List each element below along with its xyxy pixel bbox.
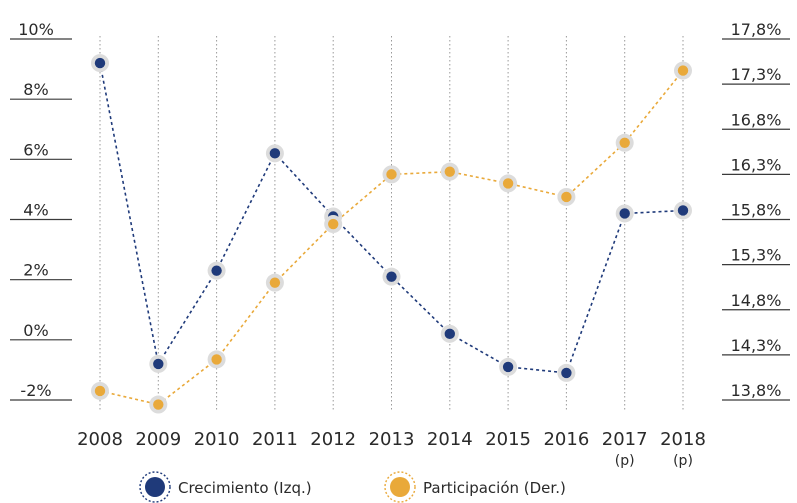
data-point bbox=[561, 367, 572, 379]
right-tick-label: 17,8% bbox=[731, 20, 782, 39]
x-tick-label: 2008 bbox=[77, 429, 123, 450]
x-tick-label: 2009 bbox=[135, 429, 181, 450]
series-points bbox=[91, 54, 692, 414]
data-point bbox=[386, 169, 397, 180]
legend-marker-crecimiento bbox=[145, 477, 165, 497]
data-point bbox=[561, 191, 572, 203]
data-point bbox=[677, 65, 689, 76]
x-tick-label: 2011 bbox=[252, 429, 298, 450]
right-tick-label: 15,3% bbox=[731, 246, 782, 265]
data-point bbox=[269, 148, 281, 159]
legend-marker-crecimiento-ring bbox=[139, 471, 171, 503]
left-tick-label: 8% bbox=[23, 80, 48, 99]
data-point bbox=[153, 399, 164, 410]
legend-label-participacion: Participación (Der.) bbox=[423, 479, 566, 497]
x-tick-sublabel: (p) bbox=[615, 453, 635, 469]
legend-marker-participacion-ring bbox=[384, 471, 416, 503]
series-lines bbox=[99, 62, 684, 406]
legend: Crecimiento (Izq.) Participación (Der.) bbox=[139, 471, 566, 503]
x-tick-label: 2012 bbox=[310, 429, 356, 450]
data-point bbox=[619, 208, 630, 219]
data-point bbox=[328, 218, 339, 230]
x-axis: 2008 2009 2010 2011 2012 2013 2014 2015 2016 2017… bbox=[77, 429, 706, 469]
right-tick-label: 16,3% bbox=[731, 155, 782, 174]
x-tick-label: 2018 bbox=[660, 429, 706, 450]
series-line-0 bbox=[99, 62, 684, 374]
x-tick-label: 2015 bbox=[485, 429, 531, 450]
x-tick-label: 2013 bbox=[369, 429, 415, 450]
data-point bbox=[94, 385, 106, 397]
x-tick-label: 2014 bbox=[427, 429, 473, 450]
right-tick-label: 14,3% bbox=[731, 336, 782, 355]
right-tick-label: 13,8% bbox=[731, 381, 782, 400]
x-tick-label: 2010 bbox=[194, 429, 240, 450]
right-tick-label: 14,8% bbox=[731, 291, 782, 310]
legend-item-crecimiento: Crecimiento (Izq.) bbox=[139, 471, 312, 503]
data-point bbox=[619, 137, 630, 148]
x-tick-label: 2016 bbox=[543, 429, 589, 450]
series-line-1 bbox=[99, 70, 684, 406]
legend-item-participacion: Participación (Der.) bbox=[384, 471, 566, 503]
legend-marker-participacion bbox=[390, 477, 410, 497]
data-point bbox=[502, 361, 514, 373]
data-point bbox=[386, 271, 397, 282]
data-point bbox=[269, 277, 281, 288]
data-point bbox=[444, 166, 455, 177]
right-tick-label: 16,8% bbox=[731, 110, 782, 129]
left-tick-label: 6% bbox=[23, 140, 48, 159]
left-axis: 10% 8% 6% 4% 2% 0% -2% bbox=[10, 20, 72, 401]
data-point bbox=[211, 265, 222, 276]
data-point bbox=[153, 358, 164, 370]
right-tick-label: 15,8% bbox=[731, 201, 782, 220]
data-point bbox=[677, 205, 689, 216]
left-tick-label: 4% bbox=[23, 201, 48, 220]
vertical-grid bbox=[99, 36, 684, 410]
data-point bbox=[444, 328, 455, 340]
data-point bbox=[502, 178, 514, 189]
left-tick-label: 2% bbox=[23, 261, 48, 280]
right-axis: 17,8% 17,3% 16,8% 16,3% 15,8% 15,3% 14,8% 14,3%… bbox=[722, 20, 790, 401]
data-point bbox=[94, 57, 106, 69]
data-point bbox=[211, 354, 222, 365]
x-tick-label: 2017 bbox=[602, 429, 648, 450]
left-tick-label: 10% bbox=[18, 20, 54, 39]
legend-label-crecimiento: Crecimiento (Izq.) bbox=[178, 479, 312, 497]
x-tick-sublabel: (p) bbox=[673, 453, 693, 469]
left-tick-label: 0% bbox=[23, 321, 48, 340]
left-tick-label: -2% bbox=[20, 381, 51, 400]
right-tick-label: 17,3% bbox=[731, 65, 782, 84]
